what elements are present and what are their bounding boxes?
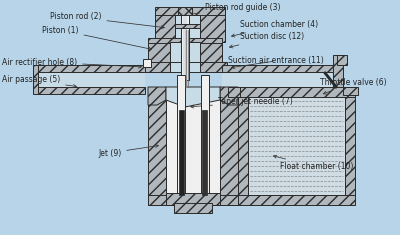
Bar	[238, 97, 248, 195]
Text: Float chamber (10): Float chamber (10)	[274, 155, 353, 172]
Bar	[148, 40, 170, 65]
Bar	[181, 7, 189, 80]
Bar	[201, 75, 209, 195]
Polygon shape	[166, 87, 220, 107]
Bar	[333, 55, 343, 94]
Bar	[345, 97, 355, 195]
Bar	[200, 62, 227, 72]
Bar	[248, 97, 345, 195]
Bar	[238, 195, 355, 205]
Bar	[200, 12, 225, 42]
Bar	[183, 7, 187, 80]
Bar	[200, 40, 222, 65]
Bar	[222, 65, 337, 72]
Bar	[33, 65, 38, 94]
Text: Suction disc (12): Suction disc (12)	[230, 32, 304, 48]
Bar	[175, 15, 200, 42]
Bar	[175, 24, 200, 28]
Text: Piston rod guide (3): Piston rod guide (3)	[188, 3, 280, 16]
Bar	[174, 203, 212, 213]
Text: Taper jet needle (7): Taper jet needle (7)	[191, 98, 293, 108]
Polygon shape	[220, 87, 238, 105]
Text: Suction chamber (4): Suction chamber (4)	[232, 20, 318, 37]
Text: Throttle valve (6): Throttle valve (6)	[320, 78, 387, 94]
Bar	[177, 75, 185, 195]
Bar	[35, 87, 145, 94]
Text: Piston (1): Piston (1)	[42, 26, 152, 50]
Bar	[170, 42, 200, 65]
Bar	[155, 7, 225, 15]
Bar	[148, 195, 238, 205]
Bar	[343, 87, 358, 95]
Text: Jet (9): Jet (9)	[98, 145, 158, 157]
Bar	[143, 59, 151, 67]
Text: Air passage (5): Air passage (5)	[2, 75, 76, 88]
Bar	[143, 62, 170, 72]
Bar	[166, 193, 220, 205]
Bar	[38, 72, 145, 87]
Text: Suction air entrance (11): Suction air entrance (11)	[228, 56, 324, 69]
Bar	[222, 87, 337, 94]
Polygon shape	[148, 87, 166, 105]
Bar	[337, 55, 347, 65]
Bar	[35, 65, 145, 72]
Text: Air rectifier hole (8): Air rectifier hole (8)	[2, 58, 141, 68]
Bar	[228, 87, 240, 97]
Bar	[166, 87, 220, 195]
Bar	[222, 72, 332, 87]
Bar	[170, 62, 200, 72]
Bar	[202, 110, 207, 195]
Bar	[220, 87, 238, 205]
Bar	[178, 7, 192, 15]
Text: Piston rod (2): Piston rod (2)	[50, 12, 164, 29]
Bar	[148, 87, 166, 205]
Bar	[238, 87, 355, 97]
Bar	[155, 12, 175, 42]
Bar	[148, 38, 222, 43]
Bar	[179, 110, 184, 195]
